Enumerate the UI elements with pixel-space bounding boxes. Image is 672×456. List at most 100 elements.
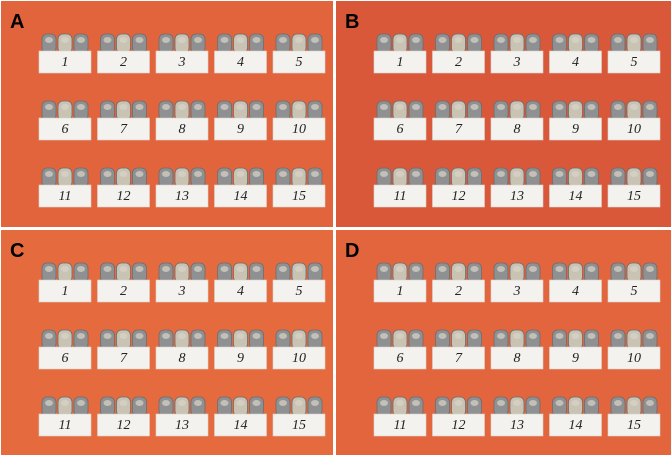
specimen: 4 <box>549 33 602 74</box>
tooth <box>451 329 466 350</box>
tooth <box>493 33 509 54</box>
tooth <box>233 262 248 283</box>
tooth <box>57 396 73 417</box>
tooth <box>493 100 509 121</box>
tooth-highlight <box>311 104 319 110</box>
card <box>432 184 485 208</box>
tooth <box>275 329 291 350</box>
tooth-highlight <box>412 104 420 110</box>
tooth-highlight <box>252 400 261 406</box>
tooth-highlight <box>470 104 479 110</box>
card-number: 12 <box>452 418 466 433</box>
specimen: 8 <box>490 100 544 141</box>
tooth-highlight <box>646 37 654 43</box>
tooth-highlight <box>412 37 420 43</box>
tooth <box>552 167 567 188</box>
tooth-highlight <box>236 266 245 272</box>
tooth-highlight <box>236 37 245 43</box>
tooth-highlight <box>220 266 229 272</box>
tooth-highlight <box>513 400 521 406</box>
tooth-highlight <box>587 333 596 339</box>
card <box>549 50 602 74</box>
tooth-highlight <box>194 400 202 406</box>
tooth <box>307 33 323 54</box>
tooth-highlight <box>614 400 622 406</box>
tooth <box>116 396 131 417</box>
tooth <box>249 396 264 417</box>
tooth <box>174 33 190 54</box>
specimen: 14 <box>549 167 602 208</box>
tooth-highlight <box>587 104 596 110</box>
tooth-highlight <box>295 266 303 272</box>
tooth <box>392 262 408 283</box>
tooth <box>451 167 466 188</box>
tooth-highlight <box>194 333 202 339</box>
specimen: 15 <box>272 167 326 208</box>
card <box>97 346 150 370</box>
specimen: 14 <box>214 396 267 437</box>
tooth <box>291 100 307 121</box>
tooth-highlight <box>77 266 85 272</box>
tooth <box>376 33 392 54</box>
specimen: 5 <box>272 33 326 74</box>
card-number: 14 <box>569 418 583 433</box>
tooth-highlight <box>438 333 447 339</box>
tooth <box>291 262 307 283</box>
tooth-highlight <box>380 171 388 177</box>
tooth <box>233 396 248 417</box>
tooth <box>610 329 626 350</box>
tooth <box>525 396 541 417</box>
tooth <box>493 396 509 417</box>
tooth-highlight <box>555 104 564 110</box>
specimen: 10 <box>272 100 326 141</box>
specimen: 11 <box>373 167 427 208</box>
tooth-highlight <box>162 266 170 272</box>
specimen: 15 <box>607 167 661 208</box>
tooth-highlight <box>162 400 170 406</box>
card-number: 12 <box>117 189 131 204</box>
card <box>214 50 267 74</box>
tooth <box>190 33 206 54</box>
specimen: 2 <box>97 262 150 303</box>
card-number: 15 <box>292 189 306 204</box>
tooth <box>584 262 599 283</box>
card-number: 4 <box>572 55 579 70</box>
tooth <box>275 262 291 283</box>
card <box>155 279 209 303</box>
card-number: 1 <box>397 55 404 70</box>
tooth-highlight <box>380 104 388 110</box>
tooth <box>158 262 174 283</box>
card-number: 5 <box>631 55 638 70</box>
tooth <box>132 262 147 283</box>
card-number: 6 <box>397 351 404 366</box>
tooth-highlight <box>162 171 170 177</box>
card-number: 5 <box>631 284 638 299</box>
specimen: 7 <box>97 100 150 141</box>
specimen: 11 <box>373 396 427 437</box>
tooth <box>57 329 73 350</box>
tooth-highlight <box>529 400 537 406</box>
tooth-highlight <box>529 171 537 177</box>
tooth <box>291 167 307 188</box>
tooth-highlight <box>614 171 622 177</box>
tooth <box>626 329 642 350</box>
tooth <box>451 33 466 54</box>
tooth <box>217 33 232 54</box>
tooth-highlight <box>380 333 388 339</box>
tooth <box>73 396 89 417</box>
tooth-highlight <box>279 104 287 110</box>
tooth-highlight <box>497 266 505 272</box>
tooth <box>408 262 424 283</box>
card <box>272 346 326 370</box>
tooth-highlight <box>45 171 53 177</box>
tooth-highlight <box>311 400 319 406</box>
card <box>214 346 267 370</box>
tooth <box>190 167 206 188</box>
tooth-highlight <box>178 104 186 110</box>
specimen: 5 <box>607 262 661 303</box>
tooth-highlight <box>252 266 261 272</box>
tooth <box>233 329 248 350</box>
tooth <box>73 100 89 121</box>
tooth <box>509 100 525 121</box>
tooth <box>525 33 541 54</box>
